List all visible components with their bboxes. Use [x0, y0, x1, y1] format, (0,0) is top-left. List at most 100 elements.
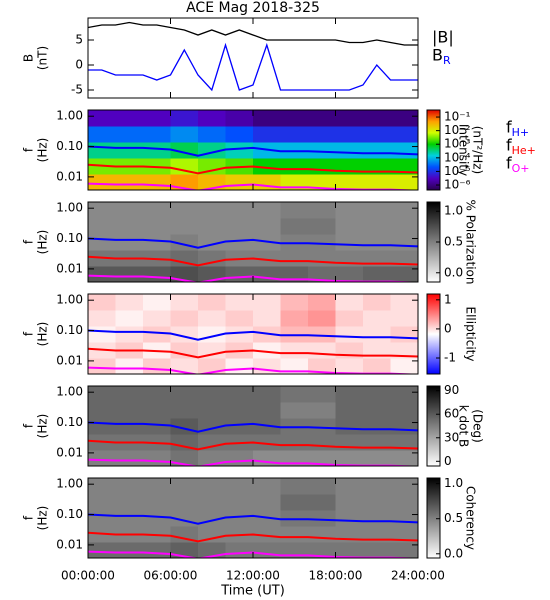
heatmap-cell: [115, 478, 144, 495]
x-tick-label: 12:00:00: [226, 569, 280, 583]
heatmap-cell: [363, 218, 391, 235]
heatmap-cell: [143, 478, 171, 495]
heatmap-cell: [88, 310, 116, 327]
heatmap-cell: [225, 450, 254, 467]
heatmap-cell: [198, 478, 226, 495]
heatmap-cell: [88, 110, 116, 127]
colorbar: [426, 477, 441, 559]
heatmap-cell: [115, 418, 144, 435]
heatmap-cell: [390, 250, 419, 267]
series-line: [88, 21, 418, 46]
x-tick-label: 00:00:00: [61, 569, 115, 583]
heatmap-cell: [143, 218, 171, 235]
heatmap-cell: [390, 402, 419, 419]
heatmap-cell: [363, 510, 391, 527]
heatmap-cell: [170, 294, 199, 311]
colorbar-tick-label: 0.5: [444, 235, 463, 249]
heatmap-cell: [363, 326, 391, 343]
heatmap-cell: [253, 494, 281, 511]
heatmap-cell: [308, 202, 336, 219]
heatmap-cell: [253, 202, 281, 219]
heatmap-cell: [363, 294, 391, 311]
heatmap-cell: [280, 250, 309, 267]
colorbar-tick-label: 10⁻⁴: [444, 150, 471, 164]
heatmap-cell: [308, 526, 336, 543]
heatmap-cell: [88, 218, 116, 235]
heatmap-cell: [335, 126, 364, 143]
x-tick-label: 18:00:00: [309, 569, 363, 583]
heatmap-cell: [143, 126, 171, 143]
y-tick-label: 1.00: [56, 109, 83, 123]
heatmap-cell: [308, 358, 336, 375]
heatmap-cell: [115, 234, 144, 251]
colorbar: [426, 109, 441, 191]
heatmap-cell: [88, 294, 116, 311]
frequency-line: [88, 163, 418, 175]
heatmap-cell: [143, 542, 171, 559]
heatmap-cell: [225, 358, 254, 375]
heatmap-cell: [225, 402, 254, 419]
heatmap-cell: [115, 110, 144, 127]
heatmap-cell: [115, 510, 144, 527]
heatmap-cell: [390, 294, 419, 311]
heatmap-cell: [363, 310, 391, 327]
heatmap-cell: [170, 526, 199, 543]
frequency-line: [88, 145, 418, 157]
heatmap-cell: [363, 110, 391, 127]
frequency-line: [88, 513, 418, 525]
heatmap-cell: [88, 510, 116, 527]
heatmap-cell: [308, 434, 336, 451]
heatmap-cell: [115, 126, 144, 143]
heatmap-cell: [390, 358, 419, 375]
heatmap-cell: [308, 510, 336, 527]
heatmap-cell: [170, 402, 199, 419]
heatmap-cell: [225, 510, 254, 527]
heatmap-cell: [308, 418, 336, 435]
colorbar-label: (nT²/Hz): [471, 126, 485, 174]
y-tick-label: 5: [75, 33, 83, 47]
heatmap-cell: [115, 494, 144, 511]
frequency-line: [88, 237, 418, 249]
y-axis-label: (Hz): [36, 230, 50, 255]
heatmap-cell: [115, 358, 144, 375]
heatmap-cell: [363, 478, 391, 495]
y-tick-label: 0.01: [56, 353, 83, 367]
heatmap-cell: [390, 342, 419, 359]
heatmap-cell: [115, 294, 144, 311]
legend-subscript: He+: [512, 144, 536, 157]
x-axis-label: Time (UT): [220, 584, 285, 599]
heatmap-cell: [390, 450, 419, 467]
heatmap-cell: [115, 450, 144, 467]
frequency-line: [88, 255, 418, 267]
heatmap-cell: [143, 386, 171, 403]
heatmap-cell: [115, 174, 144, 191]
heatmap-cell: [363, 402, 391, 419]
heatmap-cell: [143, 110, 171, 127]
heatmap-cell: [308, 342, 336, 359]
heatmap-cell: [363, 158, 391, 175]
y-tick-label: 0.10: [56, 415, 83, 429]
heatmap-cell: [115, 386, 144, 403]
y-axis-label: f: [22, 515, 36, 520]
y-tick-label: 1.00: [56, 477, 83, 491]
chart-title: ACE Mag 2018-325: [186, 0, 320, 16]
heatmap-cell: [115, 218, 144, 235]
heatmap-cell: [280, 526, 309, 543]
heatmap-cell: [88, 450, 116, 467]
heatmap-cell: [198, 526, 226, 543]
panel-frame: [87, 17, 419, 99]
heatmap-cell: [280, 386, 309, 403]
heatmap-cell: [170, 126, 199, 143]
colorbar-tick-label: 10⁻⁶: [444, 178, 471, 192]
heatmap-cell: [253, 434, 281, 451]
heatmap-cell: [308, 402, 336, 419]
y-tick-label: 1.00: [56, 293, 83, 307]
colorbar-tick-label: 10⁻⁵: [444, 164, 471, 178]
colorbar-label: (Deg): [471, 409, 485, 443]
heatmap-cell: [170, 494, 199, 511]
heatmap-cell: [253, 358, 281, 375]
y-tick-label: 0.01: [56, 445, 83, 459]
heatmap-cell: [143, 174, 171, 191]
colorbar-tick-label: 0: [444, 321, 452, 335]
